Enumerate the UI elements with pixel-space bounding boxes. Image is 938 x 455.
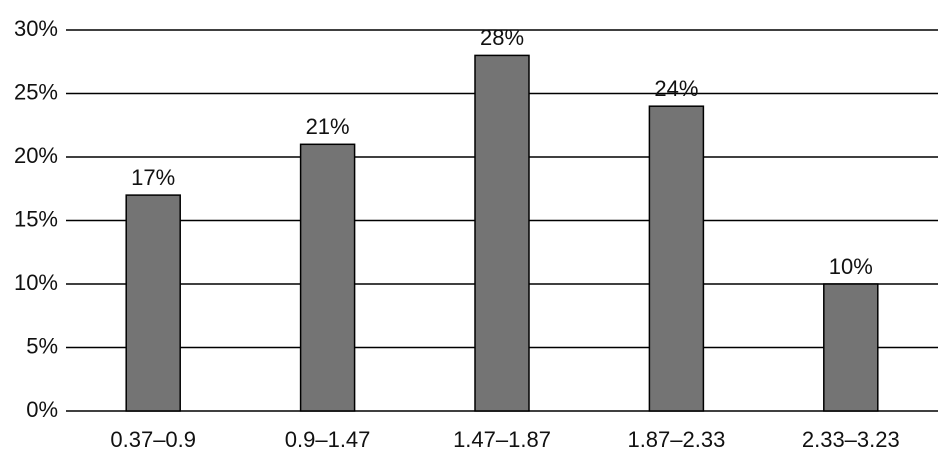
bar: [823, 283, 879, 412]
x-tick-label: 0.9–1.47: [285, 427, 371, 452]
y-tick-label: 25%: [14, 79, 58, 104]
value-label: 28%: [480, 25, 524, 50]
bar: [648, 105, 705, 412]
value-label: 21%: [306, 114, 350, 139]
bar: [474, 54, 530, 412]
bar: [299, 143, 356, 412]
value-label: 10%: [829, 254, 873, 279]
x-tick-label: 0.37–0.9: [110, 427, 196, 452]
x-tick-label: 1.87–2.33: [627, 427, 725, 452]
bar: [125, 194, 181, 412]
y-tick-label: 10%: [14, 270, 58, 295]
value-label: 17%: [131, 165, 175, 190]
x-tick-label: 1.47–1.87: [453, 427, 551, 452]
x-tick-label: 2.33–3.23: [802, 427, 900, 452]
value-label: 24%: [654, 76, 698, 101]
y-tick-label: 30%: [14, 16, 58, 41]
y-tick-label: 20%: [14, 143, 58, 168]
y-tick-label: 5%: [26, 333, 58, 358]
y-tick-label: 15%: [14, 206, 58, 231]
y-tick-label: 0%: [26, 397, 58, 422]
